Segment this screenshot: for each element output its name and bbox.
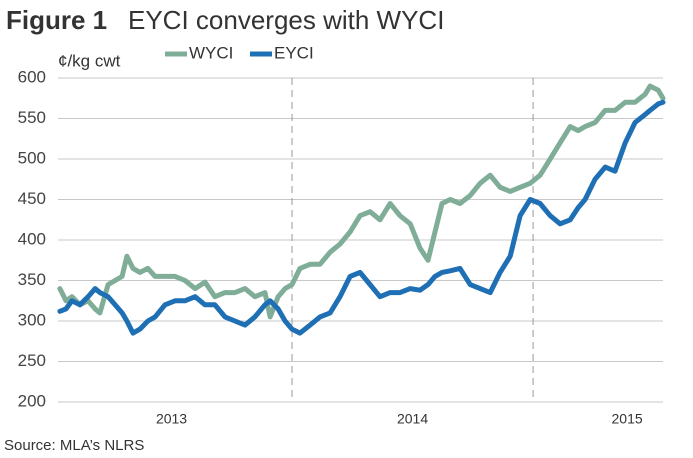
x-tick-label: 2013 — [156, 411, 187, 427]
y-tick-label: 350 — [18, 270, 46, 289]
chart-title: EYCI converges with WYCI — [128, 5, 444, 35]
x-tick-label: 2015 — [612, 411, 643, 427]
y-axis-label: ¢/kg cwt — [58, 51, 121, 70]
y-tick-label: 550 — [18, 108, 46, 127]
series-line — [57, 83, 666, 320]
y-tick-label: 200 — [18, 391, 46, 410]
legend-label: WYCI — [189, 43, 233, 62]
series-line — [57, 99, 666, 336]
figure-label: Figure 1 — [6, 5, 107, 35]
y-tick-label: 600 — [18, 67, 46, 86]
source: Source: MLA’s NLRS — [4, 437, 144, 454]
x-tick-label: 2014 — [397, 411, 428, 427]
y-tick-label: 400 — [18, 229, 46, 248]
y-tick-label: 500 — [18, 148, 46, 167]
y-tick-label: 300 — [18, 310, 46, 329]
legend-label: EYCI — [274, 43, 314, 62]
y-tick-label: 250 — [18, 351, 46, 370]
y-tick-label: 450 — [18, 189, 46, 208]
